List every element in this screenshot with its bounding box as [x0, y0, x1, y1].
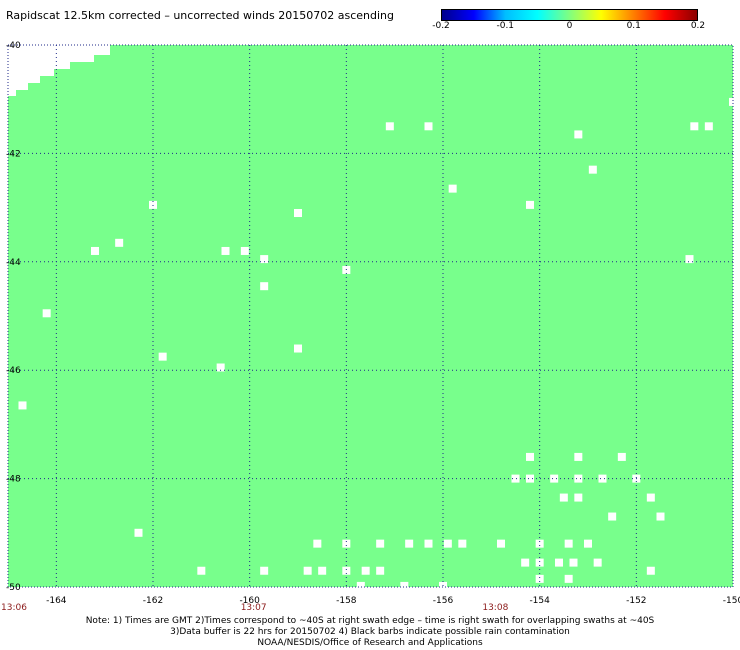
missing-data-cell [574, 493, 583, 502]
missing-data-cell [608, 512, 617, 521]
missing-data-cell [294, 344, 302, 353]
missing-data-cell [18, 401, 27, 410]
missing-data-cell [559, 493, 568, 502]
missing-data-cell [400, 581, 409, 590]
time-label: 13:06 [1, 603, 27, 612]
missing-data-cell [91, 246, 99, 255]
missing-data-cell [704, 122, 713, 131]
missing-data-cell [574, 452, 583, 461]
map-plot: -164 -162 -160 -158 -156 -154 -152 -150 -40 -42 -4… [1, 41, 740, 612]
x-tick-label: -156 [433, 596, 454, 606]
chart-title: Rapidscat 12.5km corrected – uncorrected… [6, 9, 395, 22]
missing-data-cell [521, 558, 530, 567]
missing-data-cell [405, 539, 414, 548]
y-tick-label: -48 [6, 475, 21, 485]
missing-data-cell [385, 122, 394, 131]
missing-data-cell [260, 255, 269, 264]
missing-data-cell [448, 184, 457, 193]
missing-data-cell [550, 474, 559, 483]
missing-data-cell [313, 539, 322, 548]
time-label: 13:08 [482, 603, 508, 612]
x-tick-label: -164 [46, 596, 67, 606]
missing-data-cell [526, 452, 534, 461]
missing-data-cell [593, 558, 602, 567]
missing-data-cell [458, 539, 467, 548]
x-tick-label: -150 [723, 596, 740, 606]
missing-data-cell [526, 474, 534, 483]
missing-data-cell [690, 122, 699, 131]
note-line-2: 3)Data buffer is 22 hrs for 20150702 4) … [170, 627, 570, 637]
missing-data-cell [569, 558, 578, 567]
colorbar-tick-label: 0.1 [626, 21, 641, 31]
missing-data-cell [356, 581, 365, 590]
missing-data-cell [158, 352, 167, 361]
missing-data-cell [376, 539, 385, 548]
missing-data-cell [149, 200, 157, 209]
missing-data-cell [221, 246, 230, 255]
x-tick-label: -152 [626, 596, 646, 606]
missing-data-cell [564, 574, 573, 583]
missing-data-cell [342, 539, 351, 548]
y-tick-label: -42 [6, 149, 21, 159]
missing-data-cell [342, 566, 351, 575]
y-tick-label: -44 [6, 258, 21, 268]
missing-data-cell [303, 566, 312, 575]
colorbar [441, 9, 698, 21]
missing-data-cell [424, 539, 433, 548]
wind-field [8, 45, 733, 587]
missing-data-cell [646, 493, 655, 502]
missing-data-cell [361, 566, 370, 575]
colorbar-tick-label: -0.1 [496, 21, 515, 31]
missing-data-cell [617, 452, 626, 461]
colorbar-tick-label: -0.2 [432, 21, 450, 31]
missing-data-cell [526, 200, 534, 209]
y-tick-label: -50 [6, 583, 21, 593]
missing-data-cell [646, 566, 655, 575]
missing-data-cell [318, 566, 327, 575]
missing-data-cell [535, 558, 544, 567]
missing-data-cell [424, 122, 433, 131]
missing-data-cell [656, 512, 665, 521]
missing-data-cell [260, 282, 269, 291]
x-tick-label: -154 [529, 596, 550, 606]
x-tick-label: -158 [336, 596, 357, 606]
note-line-1: Note: 1) Times are GMT 2)Times correspon… [85, 616, 655, 626]
missing-data-cell [598, 474, 607, 483]
no-data-region [8, 45, 110, 96]
missing-data-cell [134, 528, 143, 537]
missing-data-cell [443, 539, 452, 548]
missing-data-cell [555, 558, 563, 567]
missing-data-cell [197, 566, 206, 575]
missing-data-cell [216, 363, 225, 372]
missing-data-cell [240, 246, 249, 255]
missing-data-cell [584, 539, 592, 548]
missing-data-cell [564, 539, 573, 548]
missing-data-cell [729, 97, 737, 106]
plot-frame [7, 44, 734, 588]
credit-line: NOAA/NESDIS/Office of Research and Appli… [257, 638, 483, 648]
missing-data-cell [574, 474, 583, 483]
missing-data-cell [685, 255, 694, 264]
time-label: 13:07 [241, 603, 267, 612]
missing-data-cell [376, 566, 385, 575]
x-tick-label: -160 [239, 596, 260, 606]
missing-data-cell [588, 165, 597, 174]
missing-data-cell [574, 130, 583, 139]
missing-data-cell [497, 539, 505, 548]
missing-data-cell [115, 238, 124, 247]
y-tick-label: -40 [6, 41, 21, 51]
missing-data-cell [294, 209, 302, 218]
missing-data-cell [511, 474, 520, 483]
y-tick-label: -46 [6, 366, 21, 376]
missing-data-cell [42, 309, 51, 318]
missing-data-cell [535, 539, 544, 548]
x-tick-label: -162 [143, 596, 163, 606]
colorbar-tick-label: 0.2 [690, 21, 706, 31]
colorbar-tick-label: 0 [566, 21, 573, 31]
missing-data-cell [535, 574, 544, 583]
missing-data-cell [260, 566, 269, 575]
